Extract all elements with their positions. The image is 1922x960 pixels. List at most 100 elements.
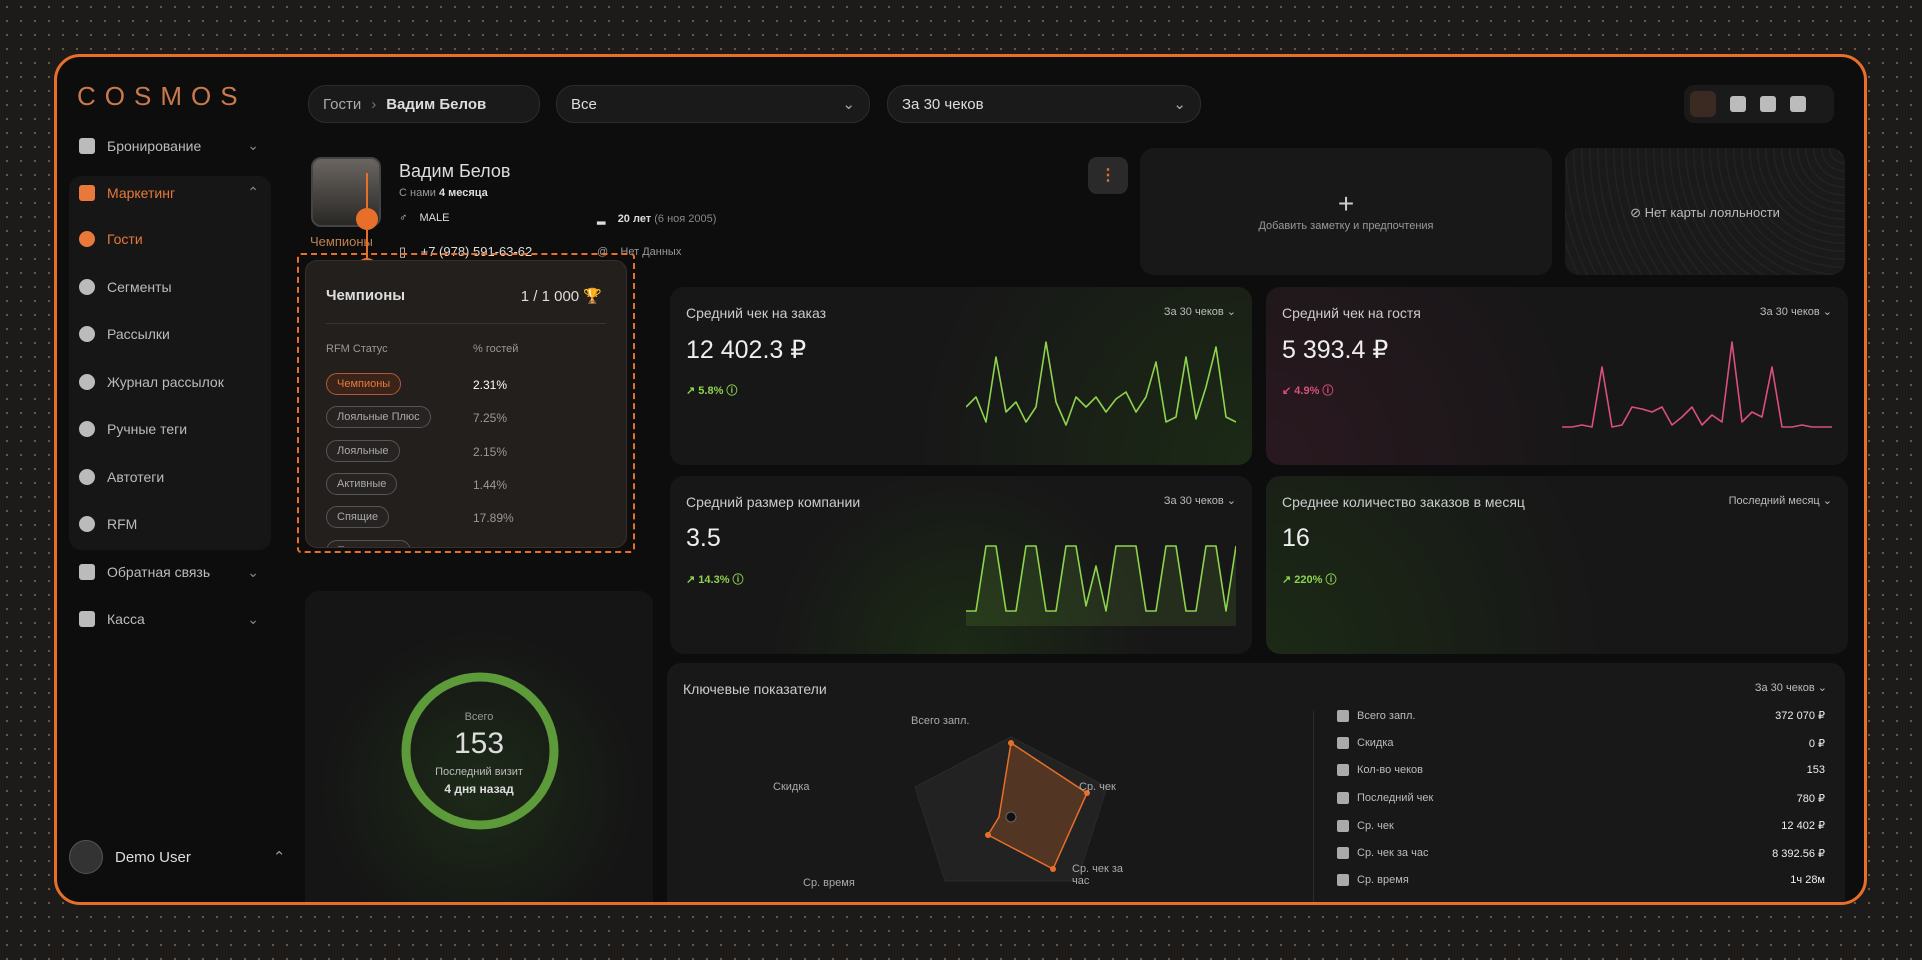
row-icon — [1337, 709, 1349, 722]
menu-label: Сегменты — [107, 278, 172, 295]
rfm-tag[interactable]: Чемпионы — [326, 373, 402, 395]
metric-title: Средний чек на заказ — [686, 305, 826, 321]
menu-icon — [79, 468, 95, 485]
row-value: 780 ₽ — [1796, 792, 1825, 805]
metric-period[interactable]: За 30 чеков ⌄ — [1759, 306, 1832, 318]
menu-label: Автотеги — [107, 468, 165, 485]
rfm-share: 2.15% — [473, 444, 508, 459]
crumb: Вадим Белов — [386, 95, 487, 113]
period-filter[interactable]: За 30 чеков ⌄ — [887, 85, 1201, 123]
row-icon — [1337, 737, 1349, 749]
change-value: 14.3% — [698, 574, 730, 586]
sparkline-line — [1562, 341, 1832, 428]
row-label: Кол-во чеков — [1357, 764, 1424, 776]
since: С нами 4 месяца — [399, 187, 488, 199]
note-card[interactable]: + Добавить заметку и предпочтения — [1140, 148, 1552, 275]
view-button[interactable] — [1690, 91, 1716, 117]
period-value: За 30 чеков — [1163, 495, 1224, 507]
menu-icon — [79, 137, 95, 154]
rfm-tag[interactable]: Активные — [326, 472, 398, 495]
metric-title: Средний размер компании — [686, 494, 861, 510]
age: ▂ 20 лет (6 ноя 2005) — [597, 213, 717, 225]
menu-label: Касса — [107, 611, 145, 627]
submenu-item[interactable]: Гости — [79, 231, 143, 247]
rfm-share: 7.25% — [473, 411, 508, 426]
menu-label: Рассылки — [107, 326, 170, 342]
radar — [914, 736, 1108, 882]
since-prefix: С нами — [399, 187, 436, 199]
metric-value: 3.5 — [686, 524, 721, 552]
row-icon — [1337, 847, 1349, 859]
submenu-item[interactable]: Автотеги — [79, 468, 165, 485]
chevron: ⌄ — [247, 563, 259, 580]
note-text: Добавить заметку и предпочтения — [1258, 220, 1434, 232]
change-value: 5.8% — [698, 385, 724, 397]
row-icon — [1337, 792, 1349, 804]
menu-icon — [79, 278, 95, 295]
radar-shape — [986, 741, 1088, 871]
row-label: Ср. время — [1357, 874, 1409, 886]
key-row: Скидка 0 ₽ — [1337, 737, 1825, 750]
submenu-item[interactable]: Журнал рассылок — [79, 373, 224, 390]
rfm-share: 2.31% — [473, 378, 508, 392]
menu-icon — [79, 516, 95, 532]
radar-grid — [914, 736, 1108, 882]
rfm-share: 1.44% — [473, 477, 508, 492]
metric-change: ↙ 4.9% ⓘ — [1282, 385, 1334, 397]
submenu-item[interactable]: Сегменты — [79, 278, 172, 295]
sparkline — [1562, 341, 1832, 428]
submenu-item[interactable]: Рассылки — [79, 326, 170, 342]
sparkline-line — [966, 341, 1236, 426]
email: @ Нет Данных — [597, 246, 682, 258]
metric-period[interactable]: За 30 чеков ⌄ — [1163, 306, 1236, 318]
key-title: Ключевые показатели — [683, 681, 827, 697]
metric-period[interactable]: Последний месяц ⌄ — [1728, 495, 1832, 507]
rfm-tag[interactable]: Лояльные — [326, 439, 400, 462]
highlight-box — [297, 253, 635, 553]
sparkline — [966, 545, 1236, 626]
metric-title: Средний чек на гостя — [1282, 305, 1421, 321]
metric-change: ↗ 5.8% ⓘ — [686, 385, 738, 397]
key-period[interactable]: За 30 чеков ⌄ — [1754, 682, 1827, 694]
visits-card: Всего 153 Последний визит 4 дня назад — [305, 591, 653, 902]
col-header: RFM Статус — [326, 343, 388, 355]
user[interactable]: Demo User ⌃ — [69, 840, 285, 874]
rfm-tag[interactable]: Потерянные — [326, 539, 411, 547]
row-icon — [1337, 874, 1349, 886]
view-button[interactable] — [1790, 96, 1806, 112]
popup-title: Чемпионы — [326, 287, 406, 304]
metric-value: 5 393.4 ₽ — [1282, 336, 1389, 364]
view-button[interactable] — [1760, 96, 1776, 112]
submenu-item[interactable]: RFM — [79, 516, 137, 532]
key-row: Ср. чек 12 402 ₽ — [1337, 819, 1825, 832]
radar-label: Скидка — [773, 781, 810, 793]
rfm-tag[interactable]: Лояльные Плюс — [326, 406, 431, 429]
segment-label: Чемпионы — [310, 234, 373, 249]
view-button[interactable] — [1730, 96, 1746, 112]
filter-value: Все — [571, 95, 597, 113]
row-label: Ср. чек — [1357, 819, 1394, 832]
connector-dot — [356, 208, 378, 230]
birth-date: (6 ноя 2005) — [654, 213, 717, 225]
chevron: ⌄ — [247, 610, 259, 627]
change-value: 4.9% — [1294, 385, 1320, 397]
more-button[interactable]: ⋮ — [1088, 157, 1128, 194]
menu-item[interactable]: Бронирование ⌄ — [79, 137, 259, 154]
key-row: Ср. чек за час 8 392.56 ₽ — [1337, 847, 1825, 860]
crumb[interactable]: Гости — [323, 95, 362, 113]
rank-value: 1 / 1 000 — [520, 288, 580, 305]
rfm-tag[interactable]: Спящие — [326, 506, 390, 529]
segment-filter[interactable]: Все ⌄ — [556, 85, 870, 123]
metric-period[interactable]: За 30 чеков ⌄ — [1163, 495, 1236, 507]
menu-item[interactable]: Маркетинг ⌃ — [79, 184, 259, 201]
rfm-share: 0% — [473, 545, 490, 548]
ring — [401, 672, 559, 830]
menu-item[interactable]: Обратная связь ⌄ — [79, 564, 259, 581]
visits-label: Всего — [464, 711, 494, 723]
menu-label: Гости — [107, 231, 143, 247]
gender: ♂ MALE — [399, 212, 450, 224]
period-value: Последний месяц — [1728, 495, 1820, 507]
menu-icon — [79, 373, 95, 390]
submenu-item[interactable]: Ручные теги — [79, 421, 187, 437]
menu-item[interactable]: Касса ⌄ — [79, 611, 259, 628]
